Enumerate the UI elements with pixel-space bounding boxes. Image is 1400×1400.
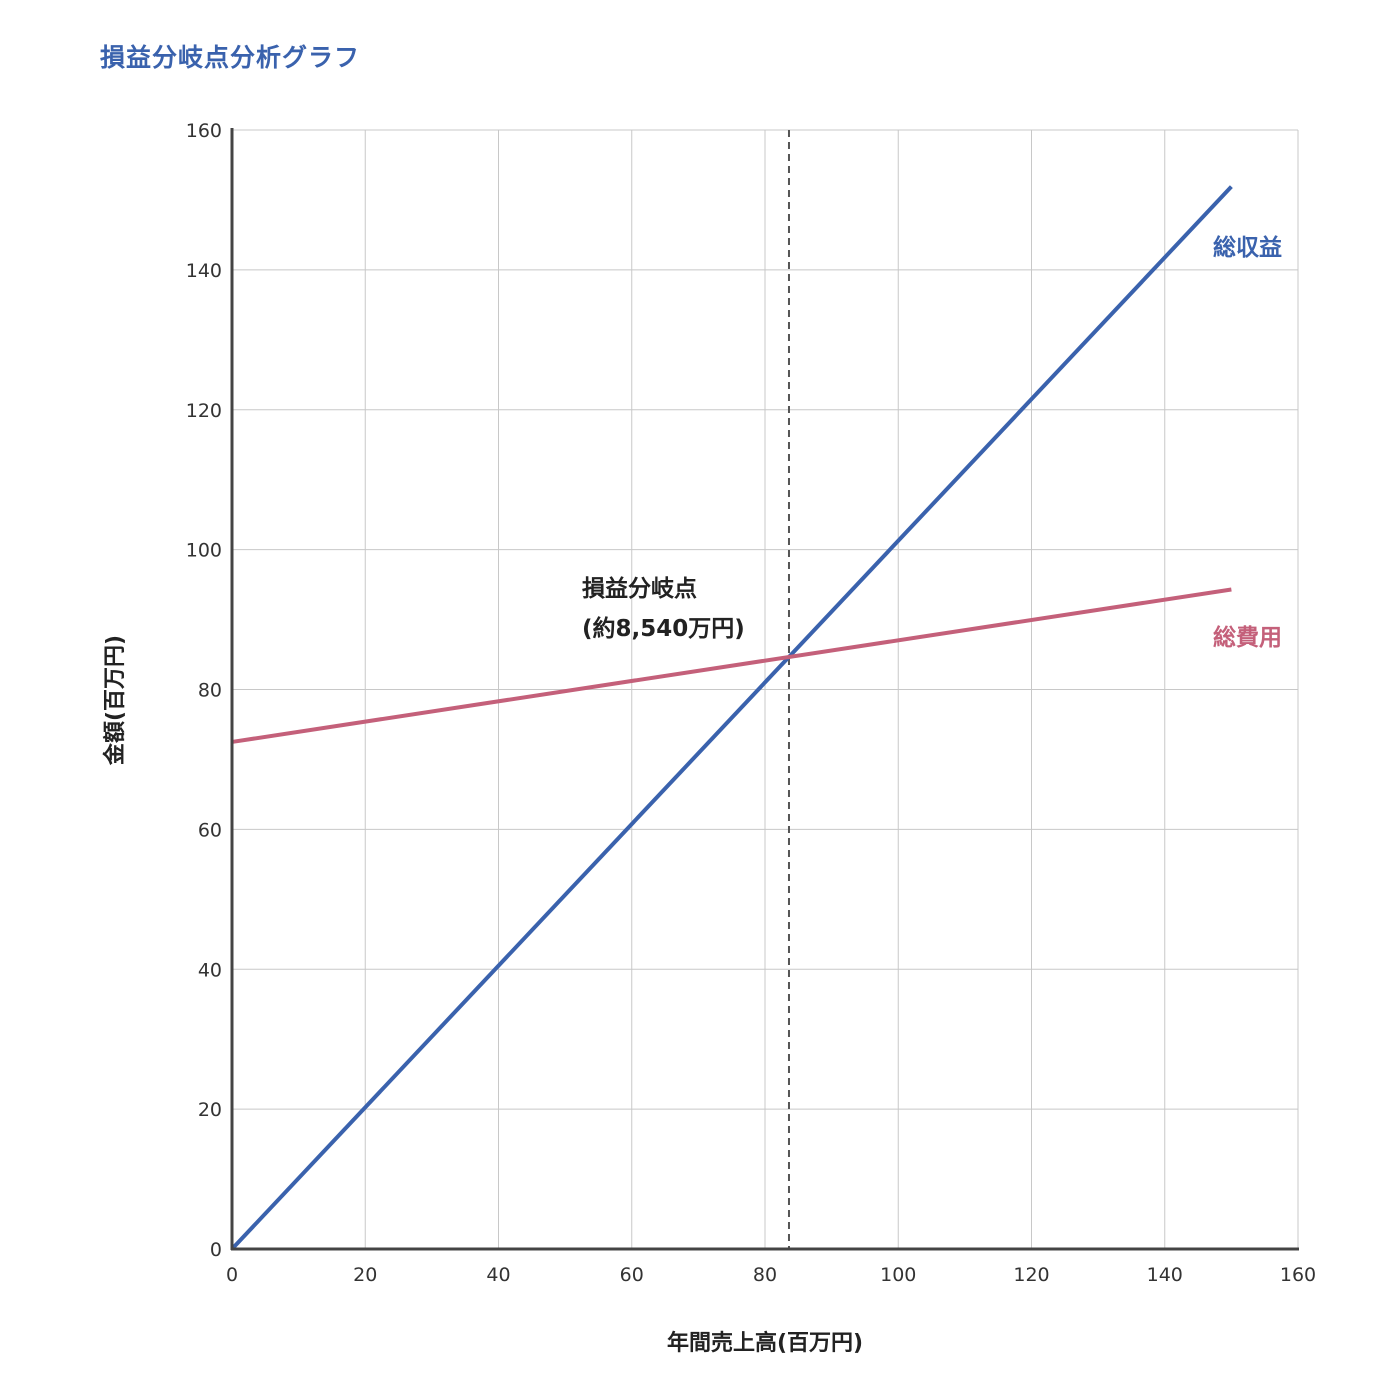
axis-ticks: 0 20 40 60 80 100 120 140 160 0 20 40 60 80 100 120 140 1… — [186, 120, 1316, 1286]
x-tick-label-140: 140 — [1147, 1264, 1183, 1286]
x-tick-label-60: 60 — [620, 1264, 644, 1286]
y-tick-label-120: 120 — [186, 400, 222, 422]
axes — [230, 128, 1299, 1251]
y-tick-label-80: 80 — [198, 680, 222, 702]
series-line-0 — [230, 185, 1233, 1251]
x-axis-title: 年間売上高(百万円) — [667, 1330, 863, 1356]
x-tick-label-80: 80 — [753, 1264, 777, 1286]
series-label-1: 総費用 — [1213, 624, 1282, 651]
x-tick-label-120: 120 — [1013, 1264, 1049, 1286]
series-line-1 — [231, 587, 1232, 744]
x-tick-label-40: 40 — [486, 1264, 510, 1286]
y-tick-label-0: 0 — [210, 1239, 222, 1261]
series-lines — [230, 130, 1233, 1251]
x-tick-label-160: 160 — [1280, 1264, 1316, 1286]
y-tick-label-100: 100 — [186, 540, 222, 562]
chart-title: 損益分岐点分析グラフ — [100, 43, 361, 72]
y-axis-title: 金額(百万円) — [102, 635, 128, 766]
y-tick-label-140: 140 — [186, 260, 222, 282]
annotation-line-2: (約8,540万円) — [582, 615, 745, 642]
annotation-line-1: 損益分岐点 — [582, 575, 697, 602]
y-tick-label-160: 160 — [186, 120, 222, 142]
y-tick-label-40: 40 — [198, 959, 222, 981]
y-tick-label-60: 60 — [198, 819, 222, 841]
x-tick-label-100: 100 — [880, 1264, 916, 1286]
x-tick-label-0: 0 — [226, 1264, 238, 1286]
x-tick-label-20: 20 — [353, 1264, 377, 1286]
y-tick-label-20: 20 — [198, 1099, 222, 1121]
series-label-0: 総収益 — [1213, 234, 1282, 261]
